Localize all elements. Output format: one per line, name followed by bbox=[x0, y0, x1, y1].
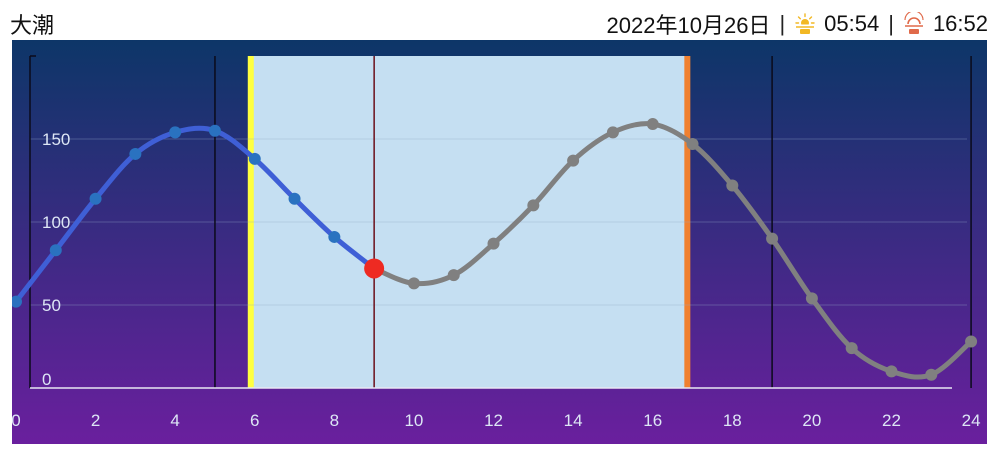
data-point-21 bbox=[845, 342, 858, 355]
separator: | bbox=[779, 11, 786, 36]
tide-type-label: 大潮 bbox=[10, 13, 55, 38]
x-tick-label-24: 24 bbox=[962, 411, 981, 430]
date-label: 2022年10月26日 bbox=[606, 13, 771, 38]
sunrise-time: 05:54 bbox=[824, 11, 880, 36]
y-tick-label-0: 0 bbox=[42, 370, 51, 389]
data-point-20 bbox=[805, 292, 818, 305]
x-tick-label-4: 4 bbox=[170, 411, 179, 430]
past-tide-curve bbox=[13, 125, 377, 305]
data-point-19 bbox=[766, 232, 779, 245]
x-tick-label-22: 22 bbox=[882, 411, 901, 430]
sunset-time: 16:52 bbox=[932, 11, 988, 36]
sunset-line bbox=[684, 56, 691, 388]
data-point-12 bbox=[487, 237, 500, 250]
separator: | bbox=[888, 11, 894, 36]
data-point-16 bbox=[646, 118, 659, 131]
x-tick-label-12: 12 bbox=[484, 411, 503, 430]
data-point-8 bbox=[328, 230, 341, 243]
sunrise-line bbox=[247, 56, 254, 388]
data-point-4 bbox=[169, 126, 182, 139]
data-point-15 bbox=[606, 126, 619, 139]
data-point-11 bbox=[447, 269, 460, 282]
y-tick-label-50: 50 bbox=[42, 296, 61, 315]
x-tick-label-2: 2 bbox=[91, 411, 100, 430]
x-tick-label-14: 14 bbox=[564, 411, 583, 430]
x-tick-label-18: 18 bbox=[723, 411, 742, 430]
data-point-17 bbox=[686, 137, 699, 150]
date-sun-info: 2022年10月26日 | 05:54 | 16:52 bbox=[607, 8, 988, 40]
data-point-14 bbox=[567, 154, 580, 167]
data-point-3 bbox=[129, 147, 142, 160]
sunrise-icon bbox=[795, 13, 815, 34]
sunset-icon bbox=[904, 12, 924, 34]
data-point-6 bbox=[248, 152, 261, 165]
header: 大潮 2022年10月26日 | 05:54 | 16:52 bbox=[0, 0, 1000, 40]
data-point-5 bbox=[208, 124, 221, 137]
data-point-23 bbox=[925, 368, 938, 381]
y-tick-label-150: 150 bbox=[42, 130, 70, 149]
x-tick-label-16: 16 bbox=[643, 411, 662, 430]
x-tick-label-20: 20 bbox=[802, 411, 821, 430]
current-tide-point bbox=[364, 258, 385, 279]
data-point-10 bbox=[407, 277, 420, 290]
x-tick-label-6: 6 bbox=[250, 411, 259, 430]
tide-chart: 0 2 4 6 8 10 12 14 16 18 20 22 24 0 50 100 150 bbox=[9, 40, 987, 444]
data-point-18 bbox=[726, 179, 739, 192]
data-point-7 bbox=[288, 192, 301, 205]
x-tick-label-8: 8 bbox=[330, 411, 339, 430]
data-point-24 bbox=[965, 335, 978, 348]
daylight-band bbox=[250, 56, 688, 388]
x-tick-label-10: 10 bbox=[404, 411, 423, 430]
future-tide-curve bbox=[371, 121, 974, 380]
data-point-2 bbox=[89, 192, 102, 205]
data-point-0 bbox=[9, 295, 22, 308]
data-point-13 bbox=[527, 199, 540, 212]
x-tick-label-0: 0 bbox=[12, 411, 21, 430]
data-point-1 bbox=[49, 244, 62, 257]
y-tick-label-100: 100 bbox=[42, 213, 70, 232]
data-point-22 bbox=[885, 365, 898, 378]
